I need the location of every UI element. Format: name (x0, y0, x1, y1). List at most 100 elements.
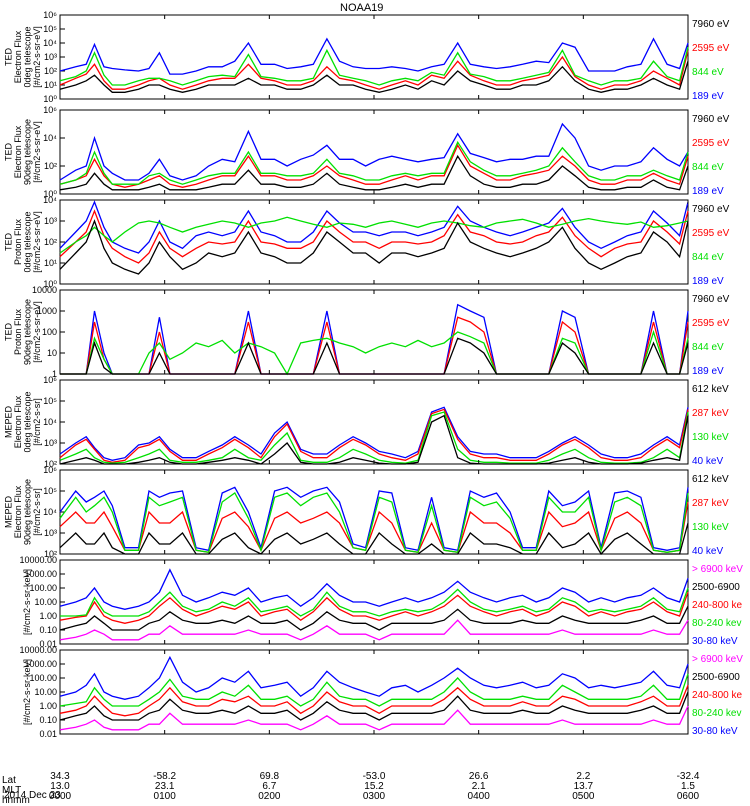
y-tick-label: 10⁵ (43, 24, 57, 34)
x-row-value: 0100 (154, 791, 177, 800)
y-tick-label: 10² (44, 549, 57, 559)
legend-entry: 2595 eV (692, 138, 730, 149)
legend-entry: 2500-6900 (692, 582, 740, 593)
x-row-value: 0500 (572, 791, 595, 800)
y-tick-label: 100.00 (29, 583, 57, 593)
y-tick-label: 10.00 (34, 597, 57, 607)
legend-entry: 2595 eV (692, 43, 730, 54)
y-tick-label: 10¹ (44, 258, 57, 268)
series-line (59, 492, 689, 554)
y-axis-label-line: TED (4, 47, 14, 66)
y-axis-label-line: [#/cm2-s-sr-keV] (22, 659, 32, 725)
y-tick-label: 10000.00 (19, 555, 57, 565)
y-axis-label-line: 90deg telescope (23, 299, 33, 365)
y-tick-label: 10 (47, 348, 57, 358)
y-tick-label: 1 (52, 369, 57, 379)
series-line (59, 655, 689, 700)
series-line (59, 605, 689, 631)
x-row-value: 0400 (468, 791, 491, 800)
x-row-value: -58.2 (153, 771, 176, 782)
legend-entry: 189 eV (692, 366, 724, 377)
y-axis-label-line: Electron Flux (13, 485, 23, 538)
x-row-value: 15.2 (364, 781, 384, 792)
x-row-value: 0300 (363, 791, 386, 800)
series-line (59, 568, 689, 610)
x-row-value: -32.4 (677, 771, 700, 782)
y-tick-label: 1000.00 (24, 569, 57, 579)
y-axis-label-line: TED (4, 232, 14, 251)
y-tick-label: 10⁴ (43, 38, 57, 48)
x-row-value: 0000 (49, 791, 72, 800)
y-axis-label-line: [#/cm2-s-sr-eV] (32, 121, 42, 183)
y-axis-label-line: 90deg telescope (23, 119, 33, 185)
y-tick-label: 10⁴ (43, 133, 57, 143)
series-line (59, 47, 689, 86)
series-line (59, 143, 689, 188)
legend-entry: 844 eV (692, 342, 724, 353)
legend-entry: 30-80 keV (692, 636, 738, 647)
y-tick-label: 10⁰ (43, 279, 57, 289)
series-line (59, 501, 689, 554)
y-axis-label-line: Proton Flux (13, 218, 23, 265)
y-tick-label: 10.00 (34, 687, 57, 697)
legend-entry: 240-800 ke (692, 690, 742, 701)
x-row-value: 0200 (258, 791, 281, 800)
legend-entry: 844 eV (692, 67, 724, 78)
series-line (59, 619, 689, 641)
y-tick-label: 1.00 (39, 611, 57, 621)
y-axis-label-line: TED (4, 142, 14, 161)
y-axis-label-line: Electron Flux (13, 125, 23, 178)
y-axis-label-line: Electron Flux (13, 30, 23, 83)
y-axis-label: TEDProton Flux90deg telescope[#/cm2-s-sr… (4, 299, 43, 365)
y-axis-label-line: TED (4, 322, 14, 341)
y-tick-label: 10⁴ (43, 195, 57, 205)
legend-entry: 130 keV (692, 522, 729, 533)
x-date: 2014 Dec 23 (4, 790, 61, 800)
series-line (59, 411, 689, 464)
y-tick-label: 0.01 (39, 639, 57, 649)
y-tick-label: 10² (44, 66, 57, 76)
y-tick-label: 10000.00 (19, 645, 57, 655)
y-axis-label-line: MEPED (4, 496, 14, 529)
legend-entry: 240-800 ke (692, 600, 742, 611)
series-line (60, 337, 689, 375)
y-tick-label: 10³ (44, 438, 57, 448)
series-line (59, 61, 689, 93)
y-tick-label: 0.10 (39, 625, 57, 635)
legend-entry: 287 keV (692, 498, 729, 509)
x-row-value: 2.1 (472, 781, 486, 792)
legend-entry: 189 eV (692, 91, 724, 102)
y-tick-label: 0.10 (39, 715, 57, 725)
series-line (59, 414, 689, 465)
y-axis-label: TEDProton Flux0deg telescope[#/cm2-s-sr-… (4, 211, 43, 273)
x-row-value: 0600 (677, 791, 700, 800)
y-tick-label: 10⁰ (43, 94, 57, 104)
series-line (59, 691, 689, 721)
y-axis-label-line: MEPED (4, 406, 14, 439)
series-line (59, 140, 689, 185)
y-axis-label: TEDElectron Flux90deg telescope[#/cm2-s-… (4, 119, 43, 185)
y-axis-label: MEPEDElectron Flux0deg telescope[#/cm2-s… (4, 391, 43, 452)
y-tick-label: 1000.00 (24, 659, 57, 669)
legend-entry: 30-80 keV (692, 726, 738, 737)
legend-entry: 612 keV (692, 384, 729, 395)
series-line (59, 673, 689, 707)
y-tick-label: 10² (44, 459, 57, 469)
legend-entry: > 6900 keV (692, 564, 743, 575)
series-line (60, 587, 689, 617)
series-line (59, 37, 689, 75)
y-axis-label-line: 0deg telescope (23, 391, 33, 452)
y-tick-label: 10² (44, 237, 57, 247)
y-tick-label: 10³ (44, 216, 57, 226)
x-row-value: -53.0 (363, 771, 386, 782)
legend-entry: 2595 eV (692, 318, 730, 329)
y-tick-label: 10⁴ (43, 417, 57, 427)
x-row-value: 1.5 (681, 781, 695, 792)
legend-entry: 189 eV (692, 186, 724, 197)
y-tick-label: 100.00 (29, 673, 57, 683)
figure-title: NOAA19 (340, 2, 384, 14)
x-row-value: 13.7 (574, 781, 594, 792)
y-tick-label: 10² (44, 161, 57, 171)
x-row-value: 69.8 (260, 771, 280, 782)
series-line (59, 50, 689, 90)
